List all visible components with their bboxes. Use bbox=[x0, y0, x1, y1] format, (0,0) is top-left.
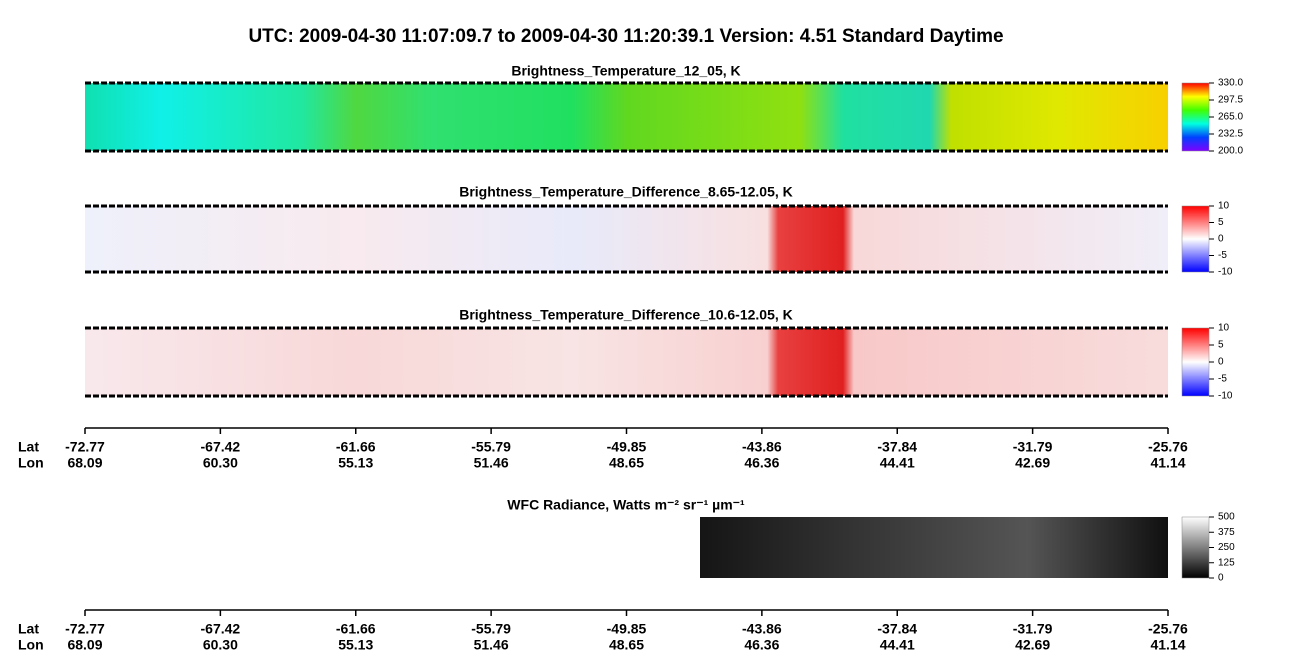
colorbar-label: 125 bbox=[1218, 557, 1235, 568]
lat-tick-label: -31.79 bbox=[1013, 439, 1053, 455]
colorbar-label: 0 bbox=[1218, 357, 1224, 368]
lon-tick-label: 51.46 bbox=[474, 455, 509, 471]
lon-tick-label: 44.41 bbox=[880, 455, 915, 471]
lat-tick-label: -49.85 bbox=[607, 439, 647, 455]
lon-tick-label: 60.30 bbox=[203, 455, 238, 471]
colorbar-label: 250 bbox=[1218, 542, 1235, 553]
colorbar bbox=[1181, 82, 1210, 152]
lon-tick-label: 41.14 bbox=[1150, 455, 1185, 471]
lon-tick-label: 55.13 bbox=[338, 455, 373, 471]
lat-tick-label: -61.66 bbox=[336, 439, 376, 455]
colorbar-label: -10 bbox=[1218, 391, 1233, 402]
panel-title: Brightness_Temperature_Difference_10.6-1… bbox=[459, 307, 793, 323]
lat-tick-label: -31.79 bbox=[1013, 621, 1053, 637]
lon-tick-label: 48.65 bbox=[609, 455, 644, 471]
panel-title: Brightness_Temperature_12_05, K bbox=[511, 63, 740, 79]
lat-tick-label: -43.86 bbox=[742, 621, 782, 637]
lat-label: Lat bbox=[18, 621, 39, 637]
lat-tick-label: -37.84 bbox=[877, 621, 917, 637]
lat-tick-label: -43.86 bbox=[742, 439, 782, 455]
colorbar bbox=[1181, 327, 1210, 397]
colorbar-label: 10 bbox=[1218, 201, 1230, 212]
colorbar-label: -5 bbox=[1218, 374, 1227, 385]
colorbar bbox=[1181, 205, 1210, 273]
lon-tick-label: 51.46 bbox=[474, 637, 509, 653]
colorbar-label: 5 bbox=[1218, 340, 1224, 351]
colorbar-label: 500 bbox=[1218, 512, 1235, 523]
page-title: UTC: 2009-04-30 11:07:09.7 to 2009-04-30… bbox=[248, 26, 1003, 47]
lon-tick-label: 68.09 bbox=[67, 455, 102, 471]
colorbar-label: 0 bbox=[1218, 234, 1224, 245]
lon-tick-label: 55.13 bbox=[338, 637, 373, 653]
lat-label: Lat bbox=[18, 439, 39, 455]
colorbar-label: -10 bbox=[1218, 267, 1233, 278]
colorbar-label: 297.5 bbox=[1218, 95, 1243, 106]
colorbar-label: 200.0 bbox=[1218, 146, 1243, 157]
colorbar-label: 5 bbox=[1218, 217, 1224, 228]
lon-tick-label: 44.41 bbox=[880, 637, 915, 653]
panel-title: WFC Radiance, Watts m⁻² sr⁻¹ µm⁻¹ bbox=[507, 497, 745, 513]
lat-tick-label: -55.79 bbox=[471, 621, 511, 637]
panel-title: Brightness_Temperature_Difference_8.65-1… bbox=[459, 184, 793, 200]
lat-tick-label: -25.76 bbox=[1148, 621, 1188, 637]
image-strip bbox=[700, 517, 1168, 578]
lat-tick-label: -25.76 bbox=[1148, 439, 1188, 455]
lon-tick-label: 41.14 bbox=[1150, 637, 1185, 653]
lon-tick-label: 60.30 bbox=[203, 637, 238, 653]
lon-tick-label: 68.09 bbox=[67, 637, 102, 653]
lon-tick-label: 46.36 bbox=[744, 637, 779, 653]
colorbar-label: 330.0 bbox=[1218, 78, 1243, 89]
colorbar-label: 375 bbox=[1218, 527, 1235, 538]
colorbar bbox=[1181, 516, 1210, 579]
lat-tick-label: -72.77 bbox=[65, 621, 105, 637]
colorbar-label: 0 bbox=[1218, 573, 1224, 584]
colorbar-label: 265.0 bbox=[1218, 112, 1243, 123]
colorbar-label: 232.5 bbox=[1218, 129, 1243, 140]
image-strip bbox=[85, 206, 1168, 272]
lon-tick-label: 48.65 bbox=[609, 637, 644, 653]
lon-label: Lon bbox=[18, 455, 44, 471]
lat-tick-label: -61.66 bbox=[336, 621, 376, 637]
lon-label: Lon bbox=[18, 637, 44, 653]
lon-tick-label: 42.69 bbox=[1015, 455, 1050, 471]
lat-tick-label: -55.79 bbox=[471, 439, 511, 455]
lon-tick-label: 42.69 bbox=[1015, 637, 1050, 653]
lat-tick-label: -37.84 bbox=[877, 439, 917, 455]
colorbar-label: 10 bbox=[1218, 323, 1230, 334]
image-strip bbox=[85, 83, 1168, 151]
lon-tick-label: 46.36 bbox=[744, 455, 779, 471]
image-strip bbox=[85, 328, 1168, 396]
lat-tick-label: -67.42 bbox=[201, 439, 241, 455]
lat-tick-label: -49.85 bbox=[607, 621, 647, 637]
colorbar-label: -5 bbox=[1218, 250, 1227, 261]
lat-tick-label: -72.77 bbox=[65, 439, 105, 455]
lat-tick-label: -67.42 bbox=[201, 621, 241, 637]
